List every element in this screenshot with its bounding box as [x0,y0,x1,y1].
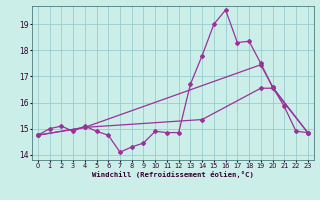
X-axis label: Windchill (Refroidissement éolien,°C): Windchill (Refroidissement éolien,°C) [92,171,254,178]
